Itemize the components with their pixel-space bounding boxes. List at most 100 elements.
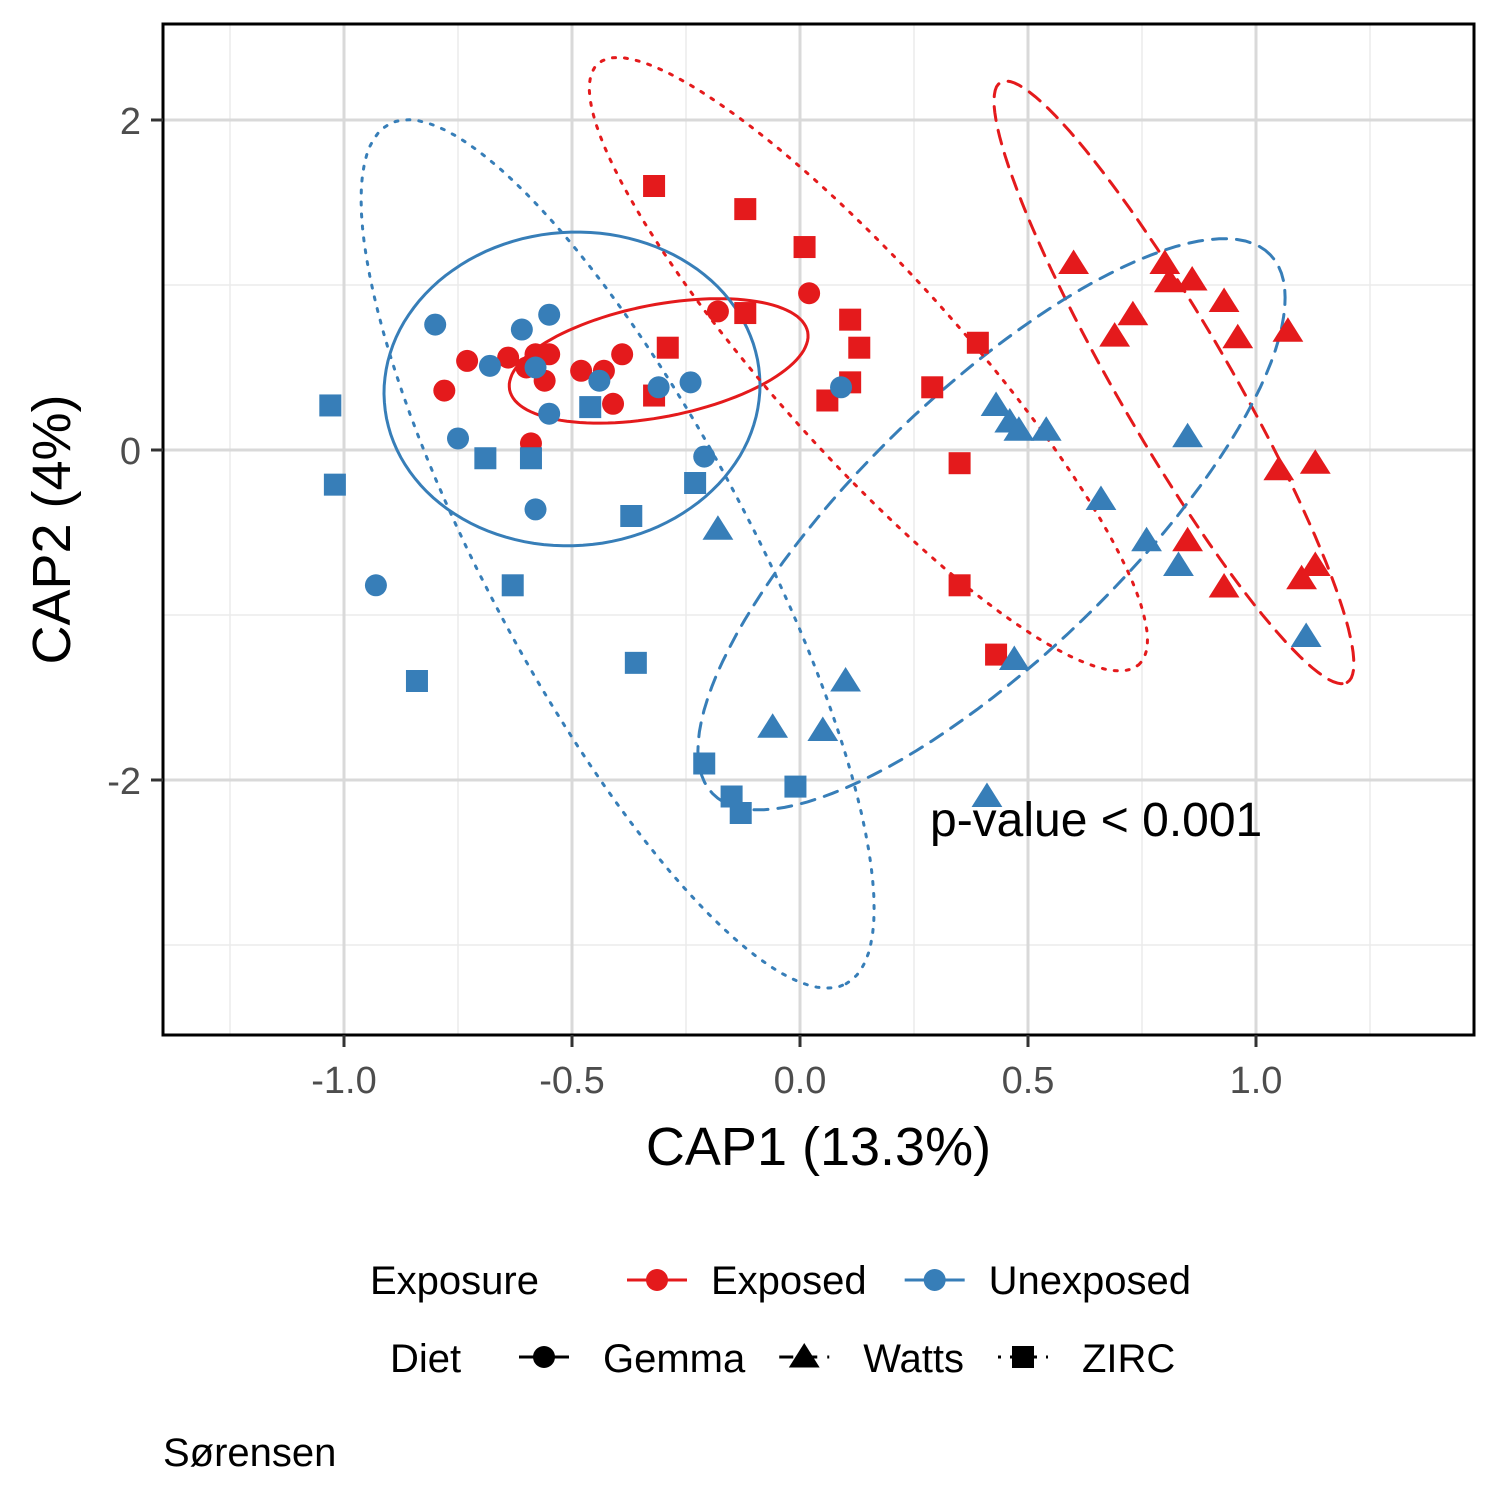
point-exposed-watts [1208, 572, 1240, 598]
legend-item-label: Watts [863, 1337, 964, 1381]
axis-ticks [151, 118, 1258, 1047]
point-unexposed-watts [1290, 622, 1322, 647]
point-unexposed-watts [1172, 422, 1203, 448]
legend-item-label: Gemma [603, 1337, 746, 1381]
legend-diet-items: Gemma Watts ZIRC [519, 1337, 1175, 1381]
y-tick-label: 2 [120, 101, 141, 143]
point-exposed-gemma [602, 392, 625, 415]
point-exposed-watts [1176, 266, 1208, 291]
point-unexposed-gemma [524, 356, 547, 379]
point-unexposed-gemma [588, 369, 611, 392]
point-exposed-watts [1299, 449, 1331, 474]
ellipse-unexposed-gemma [382, 230, 762, 548]
x-tick-label: 0.0 [774, 1060, 827, 1102]
legend-item-label: ZIRC [1082, 1337, 1175, 1381]
legend-item-label: Exposed [711, 1259, 867, 1303]
legend: Exposure Exposed Unexposed Diet Gemma Watt… [370, 1259, 1191, 1381]
y-axis-tick-labels: 2 0 -2 [107, 101, 141, 803]
point-unexposed-gemma [538, 303, 561, 326]
point-exposed-gemma [570, 359, 593, 382]
x-axis-title: CAP1 (13.3%) [646, 1117, 991, 1177]
point-unexposed-gemma [538, 402, 561, 425]
point-exposed-zirc [848, 336, 871, 359]
point-exposed-watts [1117, 300, 1149, 326]
point-exposed-watts [1149, 249, 1181, 275]
point-unexposed-zirc [323, 473, 346, 496]
point-unexposed-watts [830, 667, 861, 692]
point-unexposed-gemma [424, 313, 447, 336]
legend-key-marker [533, 1346, 555, 1368]
point-unexposed-zirc [620, 505, 643, 527]
point-unexposed-zirc [784, 775, 807, 798]
point-exposed-gemma [456, 349, 479, 372]
ellipse-exposed-gemma [507, 297, 810, 425]
point-exposed-zirc [921, 376, 944, 399]
point-exposed-gemma [538, 343, 561, 366]
confidence-ellipses [359, 55, 1356, 990]
legend-key-marker [646, 1269, 668, 1291]
point-unexposed-watts [1085, 485, 1117, 510]
x-axis-tick-labels: -1.0 -0.5 0.0 0.5 1.0 [311, 1060, 1282, 1102]
point-unexposed-watts [1003, 416, 1035, 441]
point-unexposed-gemma [510, 318, 533, 341]
point-unexposed-zirc [501, 574, 524, 597]
ellipse-exposed-zirc [587, 55, 1150, 673]
point-unexposed-zirc [579, 396, 602, 419]
point-unexposed-watts [1163, 551, 1194, 576]
point-exposed-zirc [734, 198, 757, 221]
plot-panel-border [161, 22, 1476, 1037]
point-exposed-zirc [839, 308, 862, 331]
chart-caption: Sørensen [163, 1431, 336, 1475]
point-exposed-zirc [816, 389, 839, 412]
point-unexposed-gemma [679, 371, 702, 394]
point-unexposed-zirc [693, 752, 716, 775]
point-unexposed-zirc [319, 394, 342, 417]
point-unexposed-zirc [405, 670, 428, 692]
point-unexposed-watts [971, 782, 1003, 807]
point-exposed-watts [1299, 551, 1331, 576]
ellipse-unexposed-watts [696, 237, 1287, 812]
data-points [319, 175, 1331, 824]
x-tick-label: 0.5 [1002, 1060, 1055, 1102]
point-exposed-watts [1286, 564, 1317, 590]
x-tick-label: 1.0 [1230, 1060, 1283, 1102]
point-unexposed-zirc [624, 651, 647, 674]
point-unexposed-zirc [474, 447, 497, 470]
point-exposed-zirc [948, 452, 971, 475]
point-exposed-watts [1208, 287, 1240, 312]
legend-item-label: Unexposed [989, 1259, 1191, 1303]
point-unexposed-watts [980, 391, 1012, 416]
legend-exposure-title: Exposure [370, 1259, 539, 1303]
point-exposed-gemma [433, 379, 456, 402]
point-exposed-watts [1263, 455, 1295, 481]
point-exposed-gemma [706, 300, 729, 323]
legend-diet-title: Diet [390, 1337, 461, 1381]
major-gridlines [163, 24, 1474, 1035]
point-exposed-zirc [643, 175, 666, 197]
point-exposed-watts [1099, 322, 1131, 347]
point-exposed-zirc [985, 643, 1008, 666]
point-unexposed-gemma [524, 498, 547, 521]
point-exposed-watts [1172, 526, 1203, 552]
point-exposed-zirc [948, 574, 971, 597]
point-exposed-zirc [734, 302, 757, 325]
point-exposed-gemma [497, 346, 520, 369]
legend-key-marker [788, 1343, 820, 1368]
y-tick-label: 0 [120, 431, 141, 473]
legend-key-marker [923, 1269, 946, 1291]
point-unexposed-watts [757, 713, 789, 738]
point-unexposed-watts [807, 716, 839, 741]
point-unexposed-gemma [364, 574, 387, 597]
point-unexposed-watts [998, 645, 1030, 671]
point-exposed-gemma [798, 282, 821, 305]
p-value-annotation: p-value < 0.001 [930, 794, 1262, 847]
ellipse-unexposed-zirc [359, 118, 876, 990]
x-tick-label: -0.5 [539, 1060, 604, 1102]
ellipse-exposed-watts [992, 79, 1356, 686]
point-exposed-watts [1058, 249, 1089, 275]
point-exposed-zirc [966, 331, 989, 354]
y-axis-title: CAP2 (4%) [22, 394, 82, 664]
point-unexposed-zirc [729, 802, 752, 824]
point-unexposed-gemma [478, 354, 501, 377]
